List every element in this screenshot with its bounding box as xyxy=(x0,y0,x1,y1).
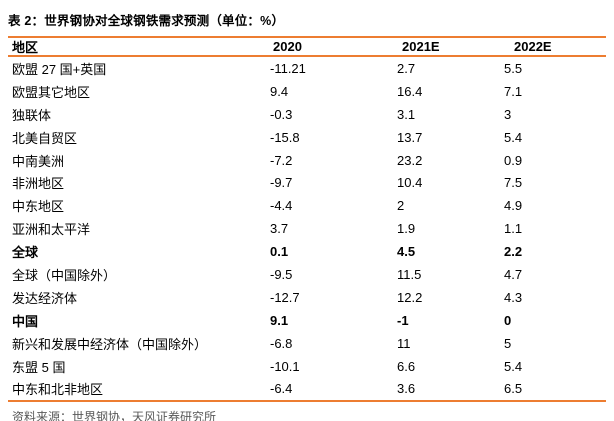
value-2020-cell: -6.8 xyxy=(270,335,293,351)
value-2022e-cell: 0 xyxy=(504,312,512,328)
region-cell: 全球（中国除外） xyxy=(12,267,117,283)
value-2022e-cell: 0.9 xyxy=(504,152,523,168)
value-2020-cell: -12.7 xyxy=(270,289,300,305)
table-row: 中南美洲 -7.2 23.2 0.9 xyxy=(8,149,606,172)
table-row: 独联体 -0.3 3.1 3 xyxy=(8,103,606,126)
region-cell: 北美自贸区 xyxy=(12,130,78,146)
region-cell: 发达经济体 xyxy=(12,290,78,306)
table-row: 欧盟其它地区 9.4 16.4 7.1 xyxy=(8,80,606,103)
table-row: 新兴和发展中经济体（中国除外） -6.8 11 5 xyxy=(8,332,606,355)
table-row: 发达经济体 -12.7 12.2 4.3 xyxy=(8,286,606,309)
region-cell: 中东地区 xyxy=(12,199,65,215)
value-2022e-cell: 2.2 xyxy=(504,244,523,260)
region-cell: 东盟 5 国 xyxy=(12,359,66,375)
table-row: 全球 0.1 4.5 2.2 xyxy=(8,240,606,263)
value-2020-cell: 0.1 xyxy=(270,244,289,260)
value-2020-cell: -11.21 xyxy=(270,60,306,76)
value-2022e-cell: 7.1 xyxy=(504,83,523,99)
value-2022e-cell: 5 xyxy=(504,335,512,351)
region-cell: 欧盟 27 国+英国 xyxy=(12,61,107,77)
value-2021e-cell: -1 xyxy=(397,312,409,328)
value-2022e-cell: 4.7 xyxy=(504,266,523,282)
source-note: 资料来源：世界钢协，天风证券研究所 xyxy=(12,410,217,421)
region-cell: 非洲地区 xyxy=(12,176,65,192)
region-cell: 中南美洲 xyxy=(12,153,65,169)
table-row: 全球（中国除外） -9.5 11.5 4.7 xyxy=(8,263,606,286)
value-2021e-cell: 13.7 xyxy=(397,129,423,145)
region-cell: 新兴和发展中经济体（中国除外） xyxy=(12,336,208,352)
value-2020-cell: -15.8 xyxy=(270,129,300,145)
table-header-row: 地区 2020 2021E 2022E xyxy=(8,38,606,57)
value-2022e-cell: 1.1 xyxy=(504,221,523,237)
value-2022e-cell: 6.5 xyxy=(504,381,523,397)
steel-demand-forecast-table: 地区 2020 2021E 2022E 欧盟 27 国+英国 -11.21 2.7 5… xyxy=(8,36,606,403)
table-row: 亚洲和太平洋 3.7 1.9 1.1 xyxy=(8,217,606,240)
table-title: 表 2：世界钢协对全球钢铁需求预测（单位：%） xyxy=(8,14,285,28)
table-row: 东盟 5 国 -10.1 6.6 5.4 xyxy=(8,355,606,378)
value-2020-cell: -0.3 xyxy=(270,106,293,122)
value-2020-cell: 9.1 xyxy=(270,312,289,328)
region-cell: 中国 xyxy=(12,313,39,329)
region-cell: 独联体 xyxy=(12,107,52,123)
value-2021e-cell: 3.6 xyxy=(397,381,416,397)
value-2022e-cell: 3 xyxy=(504,106,512,122)
value-2020-cell: -9.7 xyxy=(270,175,293,191)
value-2022e-cell: 5.4 xyxy=(504,129,523,145)
value-2022e-cell: 4.3 xyxy=(504,289,523,305)
column-header-2022e: 2022E xyxy=(514,39,552,54)
value-2021e-cell: 1.9 xyxy=(397,221,416,237)
value-2020-cell: -6.4 xyxy=(270,381,293,397)
value-2020-cell: -7.2 xyxy=(270,152,293,168)
value-2020-cell: 9.4 xyxy=(270,83,289,99)
value-2021e-cell: 11 xyxy=(397,335,411,351)
value-2021e-cell: 23.2 xyxy=(397,152,423,168)
value-2021e-cell: 2.7 xyxy=(397,60,416,76)
table-row: 欧盟 27 国+英国 -11.21 2.7 5.5 xyxy=(8,57,606,80)
table-body: 欧盟 27 国+英国 -11.21 2.7 5.5 欧盟其它地区 9.4 16.4 7.1 独联… xyxy=(8,57,606,400)
column-header-region: 地区 xyxy=(12,40,39,55)
value-2022e-cell: 5.4 xyxy=(504,358,523,374)
value-2020-cell: 3.7 xyxy=(270,221,289,237)
column-header-2020: 2020 xyxy=(273,39,302,54)
table-row: 非洲地区 -9.7 10.4 7.5 xyxy=(8,171,606,194)
value-2021e-cell: 3.1 xyxy=(397,106,416,122)
value-2020-cell: -4.4 xyxy=(270,198,293,214)
value-2021e-cell: 4.5 xyxy=(397,244,416,260)
value-2021e-cell: 12.2 xyxy=(397,289,423,305)
table-row: 中国 9.1 -1 0 xyxy=(8,309,606,332)
region-cell: 欧盟其它地区 xyxy=(12,84,91,100)
value-2021e-cell: 10.4 xyxy=(397,175,423,191)
value-2021e-cell: 11.5 xyxy=(397,266,422,282)
value-2020-cell: -9.5 xyxy=(270,266,293,282)
region-cell: 亚洲和太平洋 xyxy=(12,222,91,238)
value-2021e-cell: 2 xyxy=(397,198,405,214)
value-2022e-cell: 4.9 xyxy=(504,198,523,214)
value-2022e-cell: 7.5 xyxy=(504,175,523,191)
region-cell: 全球 xyxy=(12,245,39,261)
table-row: 中东地区 -4.4 2 4.9 xyxy=(8,194,606,217)
value-2022e-cell: 5.5 xyxy=(504,60,523,76)
table-row: 北美自贸区 -15.8 13.7 5.4 xyxy=(8,126,606,149)
value-2020-cell: -10.1 xyxy=(270,358,300,374)
value-2021e-cell: 16.4 xyxy=(397,83,423,99)
column-header-2021e: 2021E xyxy=(402,39,440,54)
region-cell: 中东和北非地区 xyxy=(12,382,104,398)
value-2021e-cell: 6.6 xyxy=(397,358,416,374)
table-row: 中东和北非地区 -6.4 3.6 6.5 xyxy=(8,377,606,400)
